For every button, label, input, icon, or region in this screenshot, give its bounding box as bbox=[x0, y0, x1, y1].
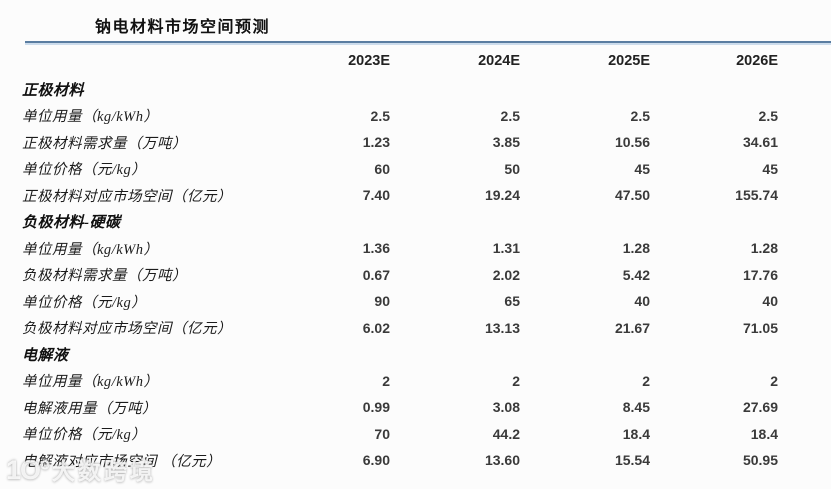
cell-value: 40 bbox=[634, 293, 650, 310]
cell-value: 6.90 bbox=[362, 452, 390, 469]
cell-value: 71.05 bbox=[742, 319, 778, 336]
cell-value: 0.67 bbox=[362, 266, 390, 283]
column-header-2023e: 2023E bbox=[348, 52, 390, 69]
cell-value: 2.02 bbox=[492, 266, 520, 283]
cell-value: 10.56 bbox=[614, 134, 650, 151]
table-row: 单位用量（kg/kWh） 2 2 2 2 bbox=[0, 368, 831, 395]
cell-value: 70 bbox=[374, 425, 390, 442]
cell-value: 2 bbox=[642, 372, 650, 389]
section-title-electrolyte: 电解液 bbox=[22, 347, 69, 364]
forecast-table: 2023E 2024E 2025E 2026E 正极材料 单位用量（kg/kWh… bbox=[0, 48, 831, 474]
column-header-2026e: 2026E bbox=[736, 52, 778, 69]
table-row: 负极材料需求量（万吨） 0.67 2.02 5.42 17.76 bbox=[0, 262, 831, 289]
table-row: 单位用量（kg/kWh） 2.5 2.5 2.5 2.5 bbox=[0, 103, 831, 130]
cell-value: 65 bbox=[504, 293, 520, 310]
cell-value: 2.5 bbox=[758, 107, 778, 124]
table-row: 单位价格（元/kg） 60 50 45 45 bbox=[0, 156, 831, 183]
cell-value: 17.76 bbox=[742, 266, 778, 283]
cell-value: 1.36 bbox=[362, 240, 390, 257]
cell-value: 6.02 bbox=[362, 319, 390, 336]
cell-value: 2 bbox=[770, 372, 778, 389]
cell-value: 13.60 bbox=[484, 452, 520, 469]
title-divider bbox=[25, 41, 831, 45]
section-header-row: 正极材料 bbox=[0, 76, 831, 103]
cell-value: 155.74 bbox=[735, 187, 778, 204]
cell-value: 2.5 bbox=[630, 107, 650, 124]
cell-value: 18.4 bbox=[750, 425, 778, 442]
cell-value: 15.54 bbox=[614, 452, 650, 469]
row-label: 电解液对应市场空间 （亿元） bbox=[22, 453, 222, 470]
row-label: 单位用量（kg/kWh） bbox=[22, 241, 159, 258]
cell-value: 19.24 bbox=[484, 187, 520, 204]
cell-value: 2 bbox=[382, 372, 390, 389]
row-label: 负极材料对应市场空间（亿元） bbox=[22, 321, 232, 338]
column-header-2024e: 2024E bbox=[478, 52, 520, 69]
cell-value: 27.69 bbox=[742, 399, 778, 416]
table-title: 钠电材料市场空间预测 bbox=[95, 19, 271, 36]
table-row: 正极材料需求量（万吨） 1.23 3.85 10.56 34.61 bbox=[0, 129, 831, 156]
cell-value: 1.28 bbox=[750, 240, 778, 257]
cell-value: 2.5 bbox=[500, 107, 520, 124]
cell-value: 1.31 bbox=[492, 240, 520, 257]
cell-value: 45 bbox=[762, 160, 778, 177]
cell-value: 90 bbox=[374, 293, 390, 310]
row-label: 正极材料对应市场空间（亿元） bbox=[22, 188, 232, 205]
section-title-anode: 负极材料-硬碳 bbox=[22, 215, 121, 232]
cell-value: 47.50 bbox=[614, 187, 650, 204]
table-row: 电解液对应市场空间 （亿元） 6.90 13.60 15.54 50.95 bbox=[0, 447, 831, 474]
table-row: 单位价格（元/kg） 90 65 40 40 bbox=[0, 288, 831, 315]
column-header-2025e: 2025E bbox=[608, 52, 650, 69]
row-label: 电解液用量（万吨） bbox=[22, 400, 157, 417]
cell-value: 2.5 bbox=[370, 107, 390, 124]
cell-value: 44.2 bbox=[492, 425, 520, 442]
table-row: 负极材料对应市场空间（亿元） 6.02 13.13 21.67 71.05 bbox=[0, 315, 831, 342]
cell-value: 2 bbox=[512, 372, 520, 389]
row-label: 单位用量（kg/kWh） bbox=[22, 109, 159, 126]
cell-value: 3.08 bbox=[492, 399, 520, 416]
cell-value: 7.40 bbox=[362, 187, 390, 204]
row-label: 正极材料需求量（万吨） bbox=[22, 135, 187, 152]
row-label: 单位用量（kg/kWh） bbox=[22, 374, 159, 391]
row-label: 单位价格（元/kg） bbox=[22, 162, 147, 179]
cell-value: 50.95 bbox=[742, 452, 778, 469]
cell-value: 13.13 bbox=[484, 319, 520, 336]
table-row: 正极材料对应市场空间（亿元） 7.40 19.24 47.50 155.74 bbox=[0, 182, 831, 209]
table-row: 电解液用量（万吨） 0.99 3.08 8.45 27.69 bbox=[0, 394, 831, 421]
cell-value: 60 bbox=[374, 160, 390, 177]
cell-value: 0.99 bbox=[362, 399, 390, 416]
cell-value: 21.67 bbox=[614, 319, 650, 336]
table-row: 单位用量（kg/kWh） 1.36 1.31 1.28 1.28 bbox=[0, 235, 831, 262]
table-header-row: 2023E 2024E 2025E 2026E bbox=[0, 48, 831, 73]
row-label: 单位价格（元/kg） bbox=[22, 427, 147, 444]
cell-value: 1.23 bbox=[362, 134, 390, 151]
cell-value: 50 bbox=[504, 160, 520, 177]
row-label: 负极材料需求量（万吨） bbox=[22, 268, 187, 285]
cell-value: 5.42 bbox=[622, 266, 650, 283]
cell-value: 34.61 bbox=[742, 134, 778, 151]
cell-value: 18.4 bbox=[622, 425, 650, 442]
cell-value: 40 bbox=[762, 293, 778, 310]
cell-value: 1.28 bbox=[622, 240, 650, 257]
table-row: 单位价格（元/kg） 70 44.2 18.4 18.4 bbox=[0, 421, 831, 448]
cell-value: 3.85 bbox=[492, 134, 520, 151]
section-title-cathode: 正极材料 bbox=[22, 82, 85, 99]
section-header-row: 负极材料-硬碳 bbox=[0, 209, 831, 236]
row-label: 单位价格（元/kg） bbox=[22, 294, 147, 311]
cell-value: 45 bbox=[634, 160, 650, 177]
cell-value: 8.45 bbox=[622, 399, 650, 416]
section-header-row: 电解液 bbox=[0, 341, 831, 368]
